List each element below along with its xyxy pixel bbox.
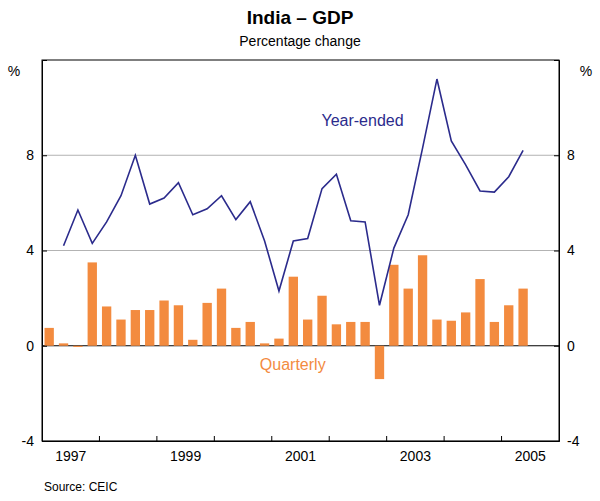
tick-mark	[42, 346, 47, 347]
chart: India – GDP Percentage change -4 0 4 8 -4 0 4 8%%…	[0, 0, 600, 501]
bar	[490, 322, 499, 346]
year-tick	[156, 436, 157, 441]
tick: 2005	[515, 441, 546, 464]
y2-axis: -4 0 4 8	[554, 61, 580, 449]
series-label: Year-ended	[321, 112, 403, 129]
series-label: Quarterly	[260, 356, 326, 373]
bar	[131, 310, 140, 346]
bar	[475, 279, 484, 346]
tick-mark	[42, 251, 47, 252]
subtitle: Percentage change	[239, 33, 361, 49]
axis-title: %	[580, 63, 592, 79]
tick-label: 1997	[55, 448, 86, 464]
tick: 0	[26, 338, 47, 354]
year-tick	[444, 436, 445, 441]
source: Source: CEIC	[44, 480, 118, 494]
tick-mark	[42, 155, 47, 156]
bar	[217, 289, 226, 346]
line	[64, 79, 524, 305]
tick-label: 2001	[285, 448, 316, 464]
tick-label: 2005	[515, 448, 546, 464]
tick: 0	[554, 338, 575, 354]
tick-label: 4	[26, 242, 34, 258]
tick-label: -4	[567, 433, 580, 449]
tick: 4	[26, 242, 47, 258]
bar	[332, 324, 341, 345]
bar	[518, 289, 527, 346]
tick: 2001	[285, 441, 316, 464]
bar	[504, 305, 513, 345]
bar	[102, 306, 111, 345]
axis-line	[43, 441, 560, 442]
axis-line	[554, 61, 560, 442]
bar	[45, 328, 54, 346]
bar	[231, 328, 240, 346]
bar	[389, 265, 398, 346]
bar	[274, 339, 283, 346]
tick-mark	[554, 346, 559, 347]
bar	[289, 277, 298, 346]
tick: 4	[554, 242, 575, 258]
bar	[88, 262, 97, 345]
tick: 1999	[170, 441, 201, 464]
bar	[59, 343, 68, 345]
bar	[246, 322, 255, 346]
frame	[42, 60, 559, 441]
bar	[202, 303, 211, 346]
tick: 8	[26, 147, 47, 163]
axis-title: %	[8, 63, 20, 79]
tick-mark	[554, 155, 559, 156]
plot-area	[45, 79, 528, 379]
bar	[73, 346, 82, 347]
tick: 8	[554, 147, 575, 163]
bar	[404, 289, 413, 346]
grid-line	[42, 155, 559, 156]
bar-series	[45, 255, 528, 379]
bar	[188, 340, 197, 346]
bar	[159, 301, 168, 346]
bar	[174, 305, 183, 345]
bar	[432, 320, 441, 346]
tick: -4	[22, 433, 47, 449]
year-ticks	[99, 436, 501, 441]
tick-label: 1999	[170, 448, 201, 464]
y-axis: -4 0 4 8	[22, 61, 47, 449]
year-tick	[271, 436, 272, 441]
tick-label: 0	[567, 338, 575, 354]
bar	[116, 320, 125, 346]
bar	[145, 310, 154, 346]
tick: 2003	[400, 441, 431, 464]
year-tick	[329, 436, 330, 441]
bar	[375, 346, 384, 379]
bar	[447, 321, 456, 346]
tick-label: 0	[26, 338, 34, 354]
bar	[461, 312, 470, 345]
tick-label: 2003	[400, 448, 431, 464]
x-axis: 1997 1999 2001 2003 2005	[43, 441, 560, 464]
tick: -4	[554, 433, 580, 449]
bar	[303, 320, 312, 346]
grid-line	[42, 250, 559, 251]
year-tick	[99, 436, 100, 441]
bar	[260, 343, 269, 345]
tick-label: -4	[22, 433, 35, 449]
bar	[317, 296, 326, 346]
year-tick	[386, 436, 387, 441]
year-tick	[501, 436, 502, 441]
bar	[360, 322, 369, 346]
bar	[418, 255, 427, 345]
axis-line	[43, 61, 48, 442]
tick-mark	[554, 251, 559, 252]
tick-label: 4	[567, 242, 575, 258]
tick-label: 8	[26, 147, 34, 163]
bar	[346, 322, 355, 346]
year-tick	[214, 436, 215, 441]
tick: 1997	[55, 441, 86, 464]
title: India – GDP	[247, 7, 354, 28]
tick-label: 8	[567, 147, 575, 163]
